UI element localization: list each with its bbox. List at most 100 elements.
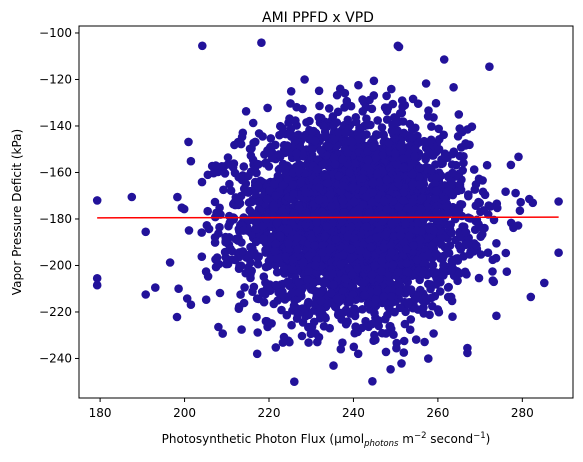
data-point bbox=[296, 178, 305, 188]
data-point bbox=[403, 267, 413, 277]
data-point bbox=[324, 104, 334, 113]
y-tick-label: −180 bbox=[39, 212, 72, 226]
data-point bbox=[226, 186, 236, 195]
data-point bbox=[271, 239, 281, 249]
data-point bbox=[218, 329, 227, 338]
data-point bbox=[237, 132, 247, 142]
data-point bbox=[287, 320, 296, 330]
data-point bbox=[315, 183, 324, 192]
data-point bbox=[279, 290, 288, 300]
data-point bbox=[415, 180, 425, 189]
data-point-outlier bbox=[92, 280, 102, 290]
data-point bbox=[432, 280, 441, 289]
data-point bbox=[400, 319, 410, 329]
data-point bbox=[387, 219, 397, 228]
data-point-outlier bbox=[252, 349, 262, 359]
data-point bbox=[337, 315, 346, 324]
data-point bbox=[362, 162, 372, 172]
x-axis: 180 200 220 240 260 280 bbox=[89, 398, 534, 420]
data-point bbox=[483, 248, 493, 257]
data-point bbox=[377, 256, 387, 266]
data-point bbox=[254, 129, 264, 138]
data-point bbox=[210, 238, 220, 247]
data-point bbox=[286, 130, 296, 139]
data-point bbox=[408, 170, 417, 179]
data-point bbox=[258, 221, 268, 231]
data-point bbox=[336, 344, 346, 354]
data-point bbox=[314, 195, 324, 205]
data-point bbox=[316, 289, 325, 298]
data-point bbox=[369, 76, 379, 86]
data-point bbox=[447, 189, 456, 198]
x-axis-label-sup2: −1 bbox=[473, 431, 486, 441]
data-point bbox=[251, 137, 260, 147]
data-point bbox=[271, 343, 281, 352]
data-point bbox=[501, 187, 510, 196]
data-point bbox=[184, 137, 193, 147]
data-point bbox=[387, 247, 396, 257]
data-point bbox=[219, 185, 228, 195]
data-point bbox=[397, 96, 407, 105]
data-point bbox=[283, 141, 292, 150]
data-point bbox=[402, 244, 411, 254]
y-tick-label: −200 bbox=[39, 258, 72, 272]
data-point bbox=[289, 189, 298, 199]
data-point bbox=[339, 208, 349, 217]
data-point bbox=[371, 153, 381, 163]
data-point bbox=[439, 251, 449, 261]
x-tick-label: 260 bbox=[426, 406, 449, 420]
data-point bbox=[413, 99, 423, 108]
data-point bbox=[358, 174, 367, 183]
data-point bbox=[362, 192, 371, 201]
data-point bbox=[434, 144, 444, 154]
data-point bbox=[151, 283, 160, 292]
data-point-outlier bbox=[485, 62, 494, 71]
data-point bbox=[332, 90, 342, 100]
data-point bbox=[399, 188, 408, 197]
data-point bbox=[506, 160, 516, 170]
data-point bbox=[354, 210, 363, 219]
data-point bbox=[415, 235, 425, 245]
data-point bbox=[253, 181, 263, 191]
data-point bbox=[345, 168, 354, 177]
data-point bbox=[287, 288, 297, 298]
data-point bbox=[351, 113, 361, 122]
data-point bbox=[528, 198, 538, 208]
data-point bbox=[299, 258, 308, 267]
data-point bbox=[230, 140, 239, 150]
data-point bbox=[377, 123, 387, 132]
data-point bbox=[236, 139, 246, 149]
x-axis-label-suffix: ) bbox=[486, 432, 491, 446]
data-point bbox=[423, 112, 433, 121]
data-point bbox=[378, 217, 388, 226]
data-point bbox=[237, 325, 246, 334]
data-point bbox=[298, 104, 307, 114]
y-tick-label: −160 bbox=[39, 165, 72, 179]
data-point bbox=[493, 203, 502, 213]
data-point bbox=[301, 188, 310, 197]
data-point bbox=[286, 99, 295, 108]
data-point bbox=[245, 268, 255, 278]
data-point bbox=[241, 107, 251, 116]
plot-frame bbox=[78, 25, 574, 399]
data-point bbox=[434, 124, 444, 134]
data-point bbox=[432, 186, 441, 196]
data-point bbox=[288, 180, 298, 189]
data-point bbox=[399, 154, 408, 163]
y-axis: −100 −120 −140 −160 −180 −200 −220 −240 bbox=[39, 26, 79, 365]
data-point bbox=[265, 186, 274, 195]
data-point bbox=[287, 265, 297, 274]
data-point bbox=[292, 148, 301, 158]
data-point bbox=[370, 261, 379, 271]
data-point bbox=[271, 191, 281, 200]
y-tick-label: −220 bbox=[39, 305, 72, 319]
data-point bbox=[350, 159, 360, 168]
data-point bbox=[318, 241, 328, 250]
data-point-outlier bbox=[554, 197, 563, 206]
data-point bbox=[243, 187, 252, 196]
data-point bbox=[338, 181, 348, 190]
y-axis-label: Vapor Pressure Deficit (kPa) bbox=[10, 129, 24, 295]
data-point bbox=[214, 229, 223, 238]
data-point bbox=[236, 290, 245, 299]
data-point bbox=[346, 253, 356, 263]
